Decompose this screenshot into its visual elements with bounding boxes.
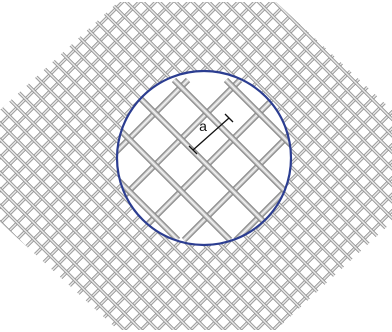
- fine-wire-highlight: [140, 2, 392, 330]
- fine-wire-highlight: [0, 2, 210, 330]
- dimension-label: a: [199, 118, 207, 134]
- dimension-tick-end: [224, 113, 234, 123]
- dimension-tick-start: [188, 145, 198, 155]
- fine-wire-highlight: [0, 2, 27, 330]
- fine-wire: [337, 2, 392, 330]
- magnified-wire-highlight: [235, 79, 291, 241]
- fine-wire-highlight: [0, 2, 193, 330]
- magnified-wire-highlight: [121, 79, 283, 241]
- fine-wire-highlight: [336, 2, 392, 330]
- magnified-mesh-wires-b: [117, 77, 291, 243]
- fine-wire-highlight: [0, 2, 94, 330]
- magnified-wire-highlight: [117, 79, 189, 241]
- fine-wire-highlight: [0, 2, 226, 330]
- fine-wire-highlight: [338, 2, 392, 330]
- fine-wire-highlight: [0, 2, 276, 330]
- magnified-mesh-wires-a: [117, 77, 291, 243]
- fine-wire-highlight: [0, 2, 158, 330]
- fine-wire-highlight: [173, 2, 392, 330]
- fine-wire: [0, 2, 95, 330]
- fine-wire-highlight: [0, 2, 125, 330]
- fine-wire-highlight: [0, 2, 177, 330]
- fine-wire-highlight: [0, 2, 259, 330]
- magnified-wire-highlight: [117, 79, 241, 241]
- magnified-mesh: [117, 71, 291, 245]
- fine-wire: [0, 2, 27, 330]
- fine-wire-highlight: [303, 2, 392, 330]
- magnified-wire-highlight: [225, 79, 291, 241]
- fine-wire-highlight: [206, 2, 392, 330]
- fine-wire-highlight: [254, 2, 392, 330]
- fine-wire-highlight: [157, 2, 392, 330]
- fine-wire-highlight: [0, 2, 142, 330]
- magnified-wire-highlight: [131, 79, 291, 241]
- fine-wire-highlight: [237, 2, 392, 330]
- fine-wire-highlight: [0, 2, 160, 330]
- magnified-wire-highlight: [117, 79, 179, 241]
- aperture-dimension: a: [188, 113, 234, 155]
- fine-wire-highlight: [303, 2, 392, 330]
- fine-wire-highlight: [0, 2, 243, 330]
- dimension-line: [192, 117, 230, 151]
- fine-wire: [302, 2, 392, 330]
- fine-wire: [335, 2, 392, 330]
- fine-wire-highlight: [239, 2, 392, 330]
- fine-wire-highlight: [0, 2, 144, 330]
- fine-wire-highlight: [223, 2, 392, 330]
- magnified-wire-highlight: [183, 79, 291, 241]
- fine-wire-highlight: [270, 2, 392, 330]
- fine-wire-highlight: [336, 2, 392, 330]
- magnifier-circle: [115, 69, 293, 247]
- magnified-wire-highlight: [173, 79, 291, 241]
- fine-wire-highlight: [0, 2, 127, 330]
- fine-wire-highlight: [190, 2, 392, 330]
- fine-wire-highlight: [0, 2, 95, 330]
- fine-wire-highlight: [256, 2, 392, 330]
- fine-wire-highlight: [0, 2, 26, 330]
- fine-wire-highlight: [338, 2, 392, 330]
- fine-wire-highlight: [272, 2, 392, 330]
- magnified-wire-highlight: [117, 79, 231, 241]
